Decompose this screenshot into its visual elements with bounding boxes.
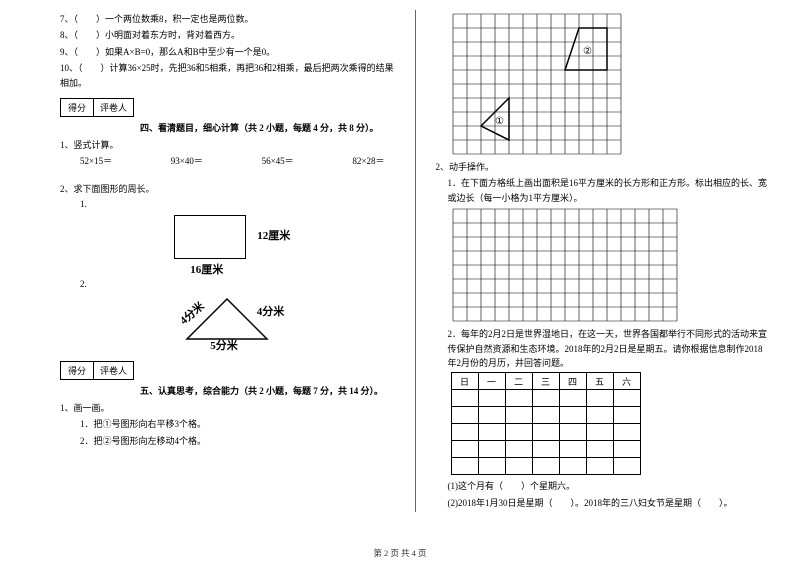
svg-text:②: ② [583,46,592,57]
left-column: 7、（ ）一个两位数乘8，积一定也是两位数。 8、（ ）小明面对着东方时，背对着… [60,10,395,512]
section-5-title: 五、认真思考，综合能力（共 2 小题，每题 7 分，共 14 分）。 [140,384,395,397]
right-column: ①② 2、动手操作。 1．在下面方格纸上画出面积是16平方厘米的长方形和正方形。… [436,10,771,512]
rectangle-shape [174,215,246,259]
rect-figure: 12厘米 16厘米 [60,213,395,275]
grid-1: ①② [451,12,623,156]
svg-text:①: ① [495,116,504,127]
q4-2-label: 2、求下面图形的周长。 [60,182,395,196]
calc-4: 82×28＝ [352,154,384,167]
triangle-figure: 4分米 4分米 5分米 [60,293,395,351]
score-box-5: 得分 评卷人 [60,361,134,380]
calendar-table: 日一二三四五六 [451,372,641,475]
judge-q7: 7、（ ）一个两位数乘8，积一定也是两位数。 [60,12,395,26]
rect-right-label: 12厘米 [257,227,290,243]
page-body: 7、（ ）一个两位数乘8，积一定也是两位数。 8、（ ）小明面对着东方时，背对着… [0,0,800,512]
judge-q8: 8、（ ）小明面对着东方时，背对着西方。 [60,28,395,42]
grader-label-5: 评卷人 [94,362,133,379]
q4-1-label: 1、竖式计算。 [60,138,395,152]
calc-1: 52×15＝ [80,154,112,167]
score-label: 得分 [61,99,94,116]
tri-side-c: 5分米 [210,337,238,353]
grader-label: 评卷人 [94,99,133,116]
q2-2a: (1)这个月有（ ）个星期六。 [448,479,771,493]
score-box-4: 得分 评卷人 [60,98,134,117]
q2-1: 1．在下面方格纸上画出面积是16平方厘米的长方形和正方形。标出相应的长、宽或边长… [448,176,771,205]
calc-2: 93×40＝ [171,154,203,167]
rect-bottom-label: 16厘米 [190,261,223,277]
calc-3: 56×45＝ [262,154,294,167]
grid-2 [451,207,679,323]
sub-2: 2. [80,279,395,289]
column-divider [415,10,416,512]
q2-2b: (2)2018年1月30日是星期（ ）。2018年的三八妇女节是星期（ ）。 [448,496,771,510]
page-footer: 第 2 页 共 4 页 [0,547,800,559]
q5-1: 1、画一画。 [60,401,395,415]
q5-1a: 1．把①号图形向右平移3个格。 [80,417,395,431]
section-4-title: 四、看清题目，细心计算（共 2 小题，每题 4 分，共 8 分）。 [140,121,395,134]
q5-1b: 2．把②号图形向左移动4个格。 [80,434,395,448]
judge-q9: 9、（ ）如果A×B=0，那么A和B中至少有一个是0。 [60,45,395,59]
score-label-5: 得分 [61,362,94,379]
judge-q10: 10、（ ）计算36×25时，先把36和5相乘，再把36和2相乘，最后把两次乘得… [60,61,395,90]
tri-side-b: 4分米 [257,303,285,319]
q2-2: 2．每年的2月2日是世界湿地日，在这一天，世界各国都举行不同形式的活动来宣传保护… [448,327,771,370]
calc-row: 52×15＝ 93×40＝ 56×45＝ 82×28＝ [80,154,385,167]
sub-1: 1. [80,199,395,209]
q2-label: 2、动手操作。 [436,160,771,174]
